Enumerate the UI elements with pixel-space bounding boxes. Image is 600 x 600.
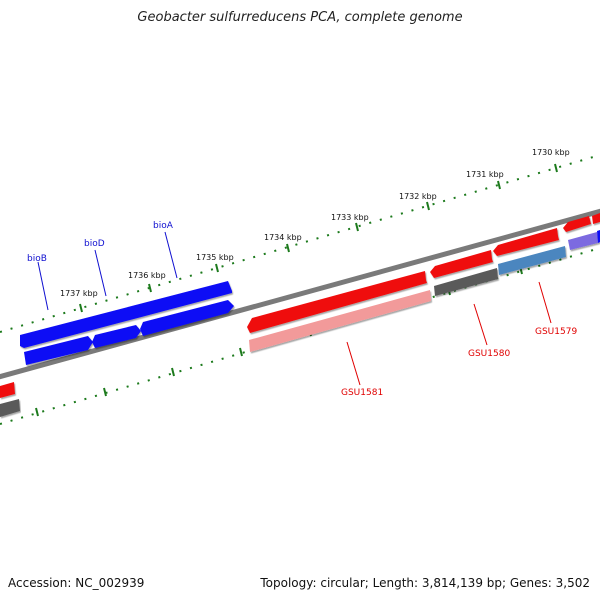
gene-GSU1579-arrow[interactable] [493,228,559,256]
gene-left-red-arrow[interactable] [0,382,15,398]
gene-GSU1580-gray-arrow[interactable] [434,268,498,296]
genome-backbone [0,208,600,380]
gene-GSU1580-arrow[interactable] [430,250,493,278]
gene-bioA-arrow[interactable] [92,325,141,348]
tick-label: 1731 kbp [466,170,504,179]
gene-label-bioB[interactable]: bioB [27,254,47,264]
leader-bioA [164,231,178,279]
outer-major-tick [286,243,290,253]
gene-label-bioA[interactable]: bioA [153,221,174,231]
gene-GSU1581-arrow[interactable] [247,271,427,333]
gene-bioB-arrow[interactable] [20,281,232,348]
gene-right-red-arrow[interactable] [563,216,591,232]
leader-GSU1581 [346,341,361,386]
gene-label-GSU1580[interactable]: GSU1580 [468,349,510,359]
outer-major-tick [79,303,83,313]
gene-label-GSU1579[interactable]: GSU1579 [535,327,577,337]
leader-bioB [37,261,49,311]
gene-left-gray-arrow[interactable] [0,399,20,417]
inner-major-tick [103,387,107,397]
gene-bioD-arrow[interactable] [24,336,93,365]
tick-label: 1737 kbp [60,289,98,298]
gene-GSU1579-steel-arrow[interactable] [498,246,566,275]
accession-text: Accession: NC_002939 [8,576,145,590]
leader-bioD [94,249,107,297]
leader-GSU1580 [473,303,488,346]
leader-GSU1579 [538,281,552,324]
inner-major-tick [35,407,39,417]
gene-right-red-arrow-2[interactable] [592,213,600,224]
tick-label: 1732 kbp [399,192,437,201]
outer-major-tick [215,263,219,273]
outer-major-tick [426,201,430,211]
inner-major-tick [171,367,175,377]
tick-label: 1734 kbp [264,233,302,242]
outer-major-tick [148,283,152,293]
inner-major-tick [239,347,243,357]
outer-major-tick [355,222,359,232]
tick-label: 1730 kbp [532,148,570,157]
gene-GSU1581-pink-arrow[interactable] [249,290,431,352]
gene-right-purple-arrow[interactable] [568,232,598,250]
outer-major-tick [554,163,558,173]
gene-blue-arrow-3[interactable] [140,300,234,336]
tick-label: 1735 kbp [196,253,234,262]
tick-label: 1736 kbp [128,271,166,280]
tick-label: 1733 kbp [331,213,369,222]
outer-major-tick [497,180,501,190]
genome-summary-text: Topology: circular; Length: 3,814,139 bp… [260,576,590,590]
gene-label-bioD[interactable]: bioD [84,239,105,249]
gene-right-blue-sliver[interactable] [597,230,600,243]
map-title: Geobacter sulfurreducens PCA, complete g… [137,10,463,25]
gene-label-GSU1581[interactable]: GSU1581 [341,388,383,398]
